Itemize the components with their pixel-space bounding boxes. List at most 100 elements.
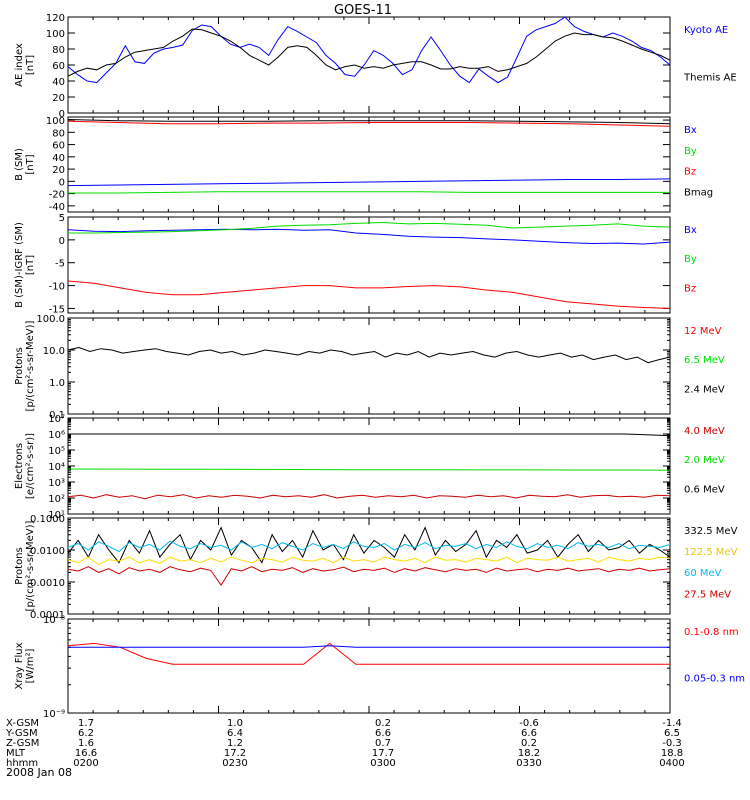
series-line-bmag xyxy=(67,119,671,125)
legend-label: Bx xyxy=(684,225,697,236)
legend-label: 122.5 MeV xyxy=(684,547,738,558)
y-tick-label: 10³ xyxy=(48,478,65,489)
y-tick-label: 10⁻⁹ xyxy=(43,709,65,720)
y-axis-label: Xray Flux[W/m²] xyxy=(14,642,36,689)
y-tick-label: 10⁴ xyxy=(48,462,65,473)
orbit-cell: 6.4 xyxy=(227,728,243,739)
y-tick-label: 40 xyxy=(52,153,65,164)
series-line-kyoto-ae xyxy=(67,16,671,84)
orbit-cell: 0.2 xyxy=(521,738,537,749)
y-tick-label: -40 xyxy=(49,202,65,213)
legend-label: 0.05-0.3 nm xyxy=(684,673,745,684)
panel-frame xyxy=(67,618,671,714)
y-axis-label-line: [nT] xyxy=(25,55,36,75)
legend-label: Kyoto AE xyxy=(684,25,728,36)
orbit-cell: 0230 xyxy=(222,758,247,769)
legend-label: Bz xyxy=(684,167,696,178)
orbit-cell: 18.8 xyxy=(661,748,683,759)
orbit-row-label: Z-GSM xyxy=(6,738,39,749)
series-line-60-mev xyxy=(67,540,671,553)
y-tick-label: 1.0 xyxy=(49,378,65,389)
orbit-cell: 0.2 xyxy=(375,718,391,729)
legend-label: 0.1-0.8 nm xyxy=(684,627,739,638)
panel-frame xyxy=(67,517,671,615)
y-axis-label: Protons[p/(cm²-s-sr-MeV)] xyxy=(14,320,36,411)
panel-frame xyxy=(67,317,671,415)
y-tick-label: 0.0010 xyxy=(30,578,65,589)
legend-label: 332.5 MeV xyxy=(684,526,738,537)
orbit-cell: -0.6 xyxy=(519,718,539,729)
y-tick-label: 0.0001 xyxy=(30,610,65,621)
y-tick-label: 20 xyxy=(52,165,65,176)
y-tick-label: 0 xyxy=(59,109,65,120)
orbit-cell: 0200 xyxy=(73,758,98,769)
series-line-332-5-mev xyxy=(67,526,671,564)
y-axis-label-line: Protons xyxy=(14,547,25,584)
orbit-cell: 1.7 xyxy=(78,718,94,729)
series-line-122-5-mev xyxy=(67,556,671,566)
orbit-cell: 16.6 xyxy=(75,748,97,759)
series-line-0-1-0-8-nm xyxy=(67,642,670,665)
series-line-bx xyxy=(67,228,671,245)
legend-label: 27.5 MeV xyxy=(684,589,731,600)
orbit-cell: 1.2 xyxy=(227,738,243,749)
panel-frame xyxy=(67,116,671,213)
y-tick-label: 80 xyxy=(52,45,65,56)
y-tick-label: 60 xyxy=(52,61,65,72)
series-line-by xyxy=(68,191,670,194)
y-tick-label: 100 xyxy=(46,116,65,127)
y-axis-label-line: B (SM)-IGRF (SM) xyxy=(14,222,25,308)
y-tick-label: 0.1000 xyxy=(30,514,65,525)
orbit-row-label: hhmm xyxy=(6,758,38,769)
series-line-2-0-mev xyxy=(67,468,671,471)
legend-label: 4.0 MeV xyxy=(684,426,725,437)
orbit-cell: 1.6 xyxy=(78,738,94,749)
legend-label: By xyxy=(684,254,697,265)
y-axis-label-line: Electrons xyxy=(14,443,25,489)
legend-label: By xyxy=(684,146,697,157)
legend-label: Themis AE xyxy=(683,73,737,84)
y-axis-label-line: [p/(cm²-s-sr-MeV)] xyxy=(25,320,36,411)
figure-title: GOES-11 xyxy=(334,3,392,18)
y-tick-label: 10¹ xyxy=(48,510,65,521)
series-line-bz xyxy=(67,280,671,309)
series-line-0-6-mev xyxy=(68,433,671,437)
y-axis-label-line: [e/(cm²-s-sr)] xyxy=(25,433,36,499)
y-tick-label: 100 xyxy=(46,29,65,40)
panel-3: -15 -10 -5 0 5 B (SM)-IGRF (SM)[nT] Bx By Bz xyxy=(14,213,697,315)
orbit-cell: 0300 xyxy=(370,758,395,769)
y-axis-label: B (SM)[nT] xyxy=(14,148,36,181)
series-line-0-05-0-3-nm xyxy=(68,645,670,648)
legend-label: Bmag xyxy=(684,188,713,199)
legend-label: 2.0 MeV xyxy=(684,455,725,466)
y-axis-label-line: AE index xyxy=(14,43,25,87)
y-tick-label: -5 xyxy=(55,259,65,270)
orbit-cell: 17.2 xyxy=(224,748,246,759)
y-tick-label: 20 xyxy=(52,93,65,104)
y-tick-label: 0 xyxy=(59,177,65,188)
y-tick-label: 60 xyxy=(52,141,65,152)
y-tick-label: 10⁻⁸ xyxy=(43,615,65,626)
orbit-cell: 17.7 xyxy=(372,748,394,759)
panel-1: 0 20 40 60 80 100 120 AE index[nT] Kyoto AE Themi… xyxy=(14,13,737,120)
series-line-by xyxy=(68,221,671,234)
orbit-table: X-GSM 1.7 1.0 0.2 -0.6 -1.4 Y-GSM 6.2 6.4 6.6 6.6 6… xyxy=(5,718,685,769)
legend-label: 2.4 MeV xyxy=(684,384,725,395)
figure-date: 2008 Jan 08 xyxy=(6,766,72,779)
y-axis-label-line: [nT] xyxy=(25,255,36,275)
panel-frame xyxy=(67,16,671,114)
orbit-cell: -1.4 xyxy=(662,718,682,729)
legend-label: 60 MeV xyxy=(684,568,722,579)
y-axis-label-line: [W/m²] xyxy=(25,648,36,683)
orbit-cell: 6.5 xyxy=(664,728,680,739)
y-tick-label: 0.1 xyxy=(49,410,65,421)
y-tick-label: 120 xyxy=(46,13,65,24)
y-tick-label: 80 xyxy=(52,128,65,139)
orbit-cell: 18.2 xyxy=(518,748,540,759)
y-tick-label: 100.0 xyxy=(36,314,65,325)
y-tick-label: 10⁶ xyxy=(48,430,65,441)
y-tick-label: -15 xyxy=(49,304,65,315)
y-tick-label: 10⁷ xyxy=(48,414,65,425)
